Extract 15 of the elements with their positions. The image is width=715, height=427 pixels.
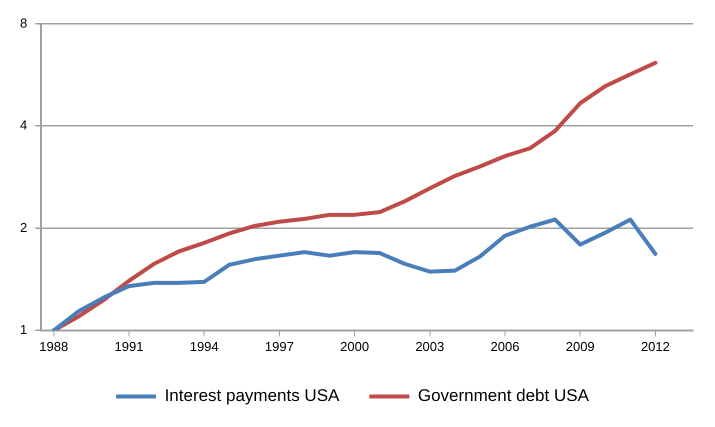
- legend-label: Government debt USA: [418, 386, 590, 406]
- x-tick-label: 1991: [114, 338, 144, 354]
- y-tick-label: 2: [20, 220, 28, 235]
- x-tick-label: 2012: [640, 338, 670, 354]
- x-tick-label: 2003: [415, 338, 444, 354]
- y-tick-label: 4: [20, 118, 28, 133]
- x-tick-label: 1997: [264, 338, 294, 354]
- y-tick-label: 1: [20, 322, 28, 337]
- legend-label: Interest payments USA: [164, 386, 340, 406]
- x-tick-label: 2009: [566, 338, 595, 354]
- x-tick-label: 1988: [39, 338, 68, 354]
- y-tick-label: 8: [20, 15, 28, 30]
- x-tick-label: 2006: [490, 338, 520, 354]
- x-tick-label: 2000: [340, 338, 370, 354]
- x-tick-label: 1994: [190, 338, 219, 354]
